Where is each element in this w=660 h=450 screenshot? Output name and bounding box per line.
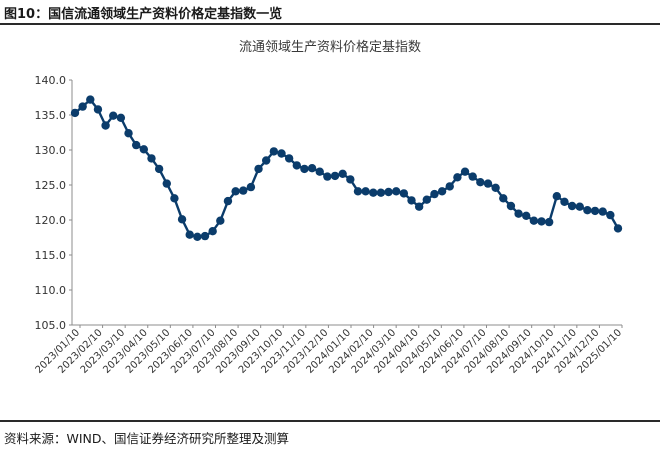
data-point — [93, 105, 103, 114]
data-point — [522, 211, 531, 220]
data-point — [384, 187, 393, 197]
data-point — [361, 187, 370, 196]
series-layer — [70, 95, 623, 241]
data-point — [575, 202, 584, 211]
data-point — [414, 202, 424, 211]
y-tick-label: 105.0 — [35, 319, 67, 332]
figure-header: 图10：国信流通领域生产资料价格定基指数一览 — [0, 0, 660, 24]
data-point — [583, 206, 592, 215]
data-point — [330, 171, 340, 181]
data-point — [208, 227, 217, 236]
data-point — [491, 183, 500, 192]
axes — [71, 80, 622, 326]
data-point — [139, 145, 149, 154]
data-point — [353, 187, 363, 196]
data-point — [338, 169, 347, 178]
data-point — [231, 187, 240, 196]
data-point — [277, 149, 286, 158]
y-tick-label: 130.0 — [35, 144, 67, 157]
data-point — [422, 195, 432, 204]
data-point — [514, 209, 523, 218]
chart-title: 流通领域生产资料价格定基指数 — [238, 40, 421, 55]
data-point — [476, 178, 485, 187]
data-point — [177, 215, 187, 224]
data-point — [445, 182, 454, 191]
data-point — [162, 179, 171, 188]
data-point — [223, 196, 233, 206]
data-point — [246, 182, 256, 192]
data-point — [552, 192, 562, 201]
data-point — [254, 164, 263, 174]
data-point — [269, 147, 279, 156]
data-point — [544, 217, 554, 227]
data-point — [216, 216, 225, 225]
data-point — [483, 179, 493, 188]
data-point — [437, 187, 447, 196]
data-point — [292, 161, 301, 170]
data-point — [613, 224, 623, 233]
data-point — [200, 231, 210, 241]
data-point — [109, 111, 118, 120]
data-point — [606, 210, 615, 220]
data-point — [369, 188, 378, 197]
y-tick-label: 135.0 — [35, 109, 67, 122]
data-point — [101, 121, 110, 130]
data-point — [147, 154, 156, 163]
data-point — [261, 156, 271, 165]
data-point — [537, 217, 546, 226]
data-point — [598, 207, 607, 216]
data-point — [323, 172, 332, 181]
data-point — [499, 194, 508, 203]
x-tick-labels: 2023/01/102023/02/102023/03/102023/04/10… — [34, 325, 624, 376]
y-tick-label: 140.0 — [35, 74, 67, 87]
line-chart: 105.0 110.0 115.0 120.0 125.0 130.0 135.0 140.0… — [34, 74, 625, 376]
data-point — [506, 201, 516, 211]
data-point — [392, 187, 401, 196]
data-point — [86, 95, 95, 104]
data-point — [376, 188, 386, 197]
y-tick-label: 115.0 — [35, 249, 67, 262]
data-point — [284, 154, 294, 163]
data-point — [460, 167, 470, 176]
data-point — [307, 164, 317, 173]
data-point — [529, 216, 539, 225]
data-point — [300, 164, 309, 174]
data-point — [407, 196, 416, 205]
data-point — [399, 189, 409, 198]
data-point — [453, 173, 462, 182]
figure-caption: 图10：国信流通领域生产资料价格定基指数一览 — [4, 7, 283, 22]
data-point — [590, 206, 600, 216]
data-point — [116, 113, 126, 123]
data-point — [346, 175, 355, 184]
data-point — [193, 232, 202, 241]
data-point — [78, 102, 87, 111]
source-note: 资料来源：WIND、国信证券经济研究所整理及测算 — [4, 431, 290, 446]
footer-rule — [0, 420, 660, 422]
data-point — [560, 197, 569, 206]
data-point — [124, 129, 133, 138]
data-point — [154, 164, 164, 174]
data-point — [70, 108, 80, 118]
data-point — [567, 201, 577, 211]
data-point — [170, 194, 179, 203]
data-point — [185, 230, 194, 239]
y-tick-labels: 105.0 110.0 115.0 120.0 125.0 130.0 135.0 140.0 — [35, 74, 72, 332]
data-point — [239, 186, 248, 195]
data-point — [315, 167, 324, 176]
data-point — [430, 189, 439, 199]
data-point — [131, 140, 141, 150]
y-tick-label: 120.0 — [35, 214, 67, 227]
data-point — [468, 172, 477, 181]
y-tick-label: 125.0 — [35, 179, 67, 192]
y-tick-label: 110.0 — [35, 284, 67, 297]
header-rule — [0, 23, 660, 25]
